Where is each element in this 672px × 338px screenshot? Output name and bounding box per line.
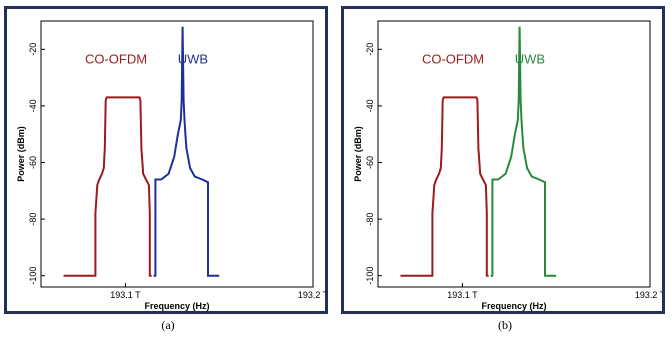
chart-panel-a: -20 -40 -60 -80 -100 193.1 T 193.2 T Frequency … — [4, 6, 328, 314]
y-tick-label: -20 — [28, 43, 38, 56]
series-label-co-ofdm: CO-OFDM — [422, 51, 484, 66]
y-tick-label: -20 — [365, 43, 375, 56]
x-tick-label: 193.1 T — [110, 290, 141, 300]
y-axis-label: Power (dBm) — [353, 126, 363, 182]
series-label-co-ofdm: CO-OFDM — [85, 51, 147, 66]
series-line-co-ofdm — [64, 97, 152, 275]
panel-caption-b: (b) — [485, 318, 525, 333]
spectrum-chart-a: -20 -40 -60 -80 -100 193.1 T 193.2 T Frequency … — [7, 9, 325, 311]
series-label-uwb: UWB — [178, 51, 208, 66]
panel-caption-a: (a) — [148, 318, 188, 333]
spectrum-chart-b: -20 -40 -60 -80 -100 193.1 T 193.2 T Frequency … — [344, 9, 662, 311]
series-label-uwb: UWB — [515, 51, 545, 66]
x-axis-label: Frequency (Hz) — [481, 301, 546, 311]
x-tick-label: 193.1 T — [447, 290, 478, 300]
y-tick-label: -100 — [28, 267, 38, 285]
y-tick-label: -60 — [28, 156, 38, 169]
y-axis-label: Power (dBm) — [16, 126, 26, 182]
y-tick-label: -60 — [365, 156, 375, 169]
y-tick-label: -80 — [28, 213, 38, 226]
y-tick-label: -40 — [28, 99, 38, 112]
y-tick-label: -80 — [365, 213, 375, 226]
y-tick-label: -100 — [365, 267, 375, 285]
x-tick-label: 193.2 T — [635, 290, 662, 300]
x-tick-label: 193.2 T — [298, 290, 325, 300]
x-axis-label: Frequency (Hz) — [144, 301, 209, 311]
series-line-co-ofdm — [401, 97, 489, 275]
y-tick-label: -40 — [365, 99, 375, 112]
chart-panel-b: -20 -40 -60 -80 -100 193.1 T 193.2 T Frequency … — [341, 6, 665, 314]
